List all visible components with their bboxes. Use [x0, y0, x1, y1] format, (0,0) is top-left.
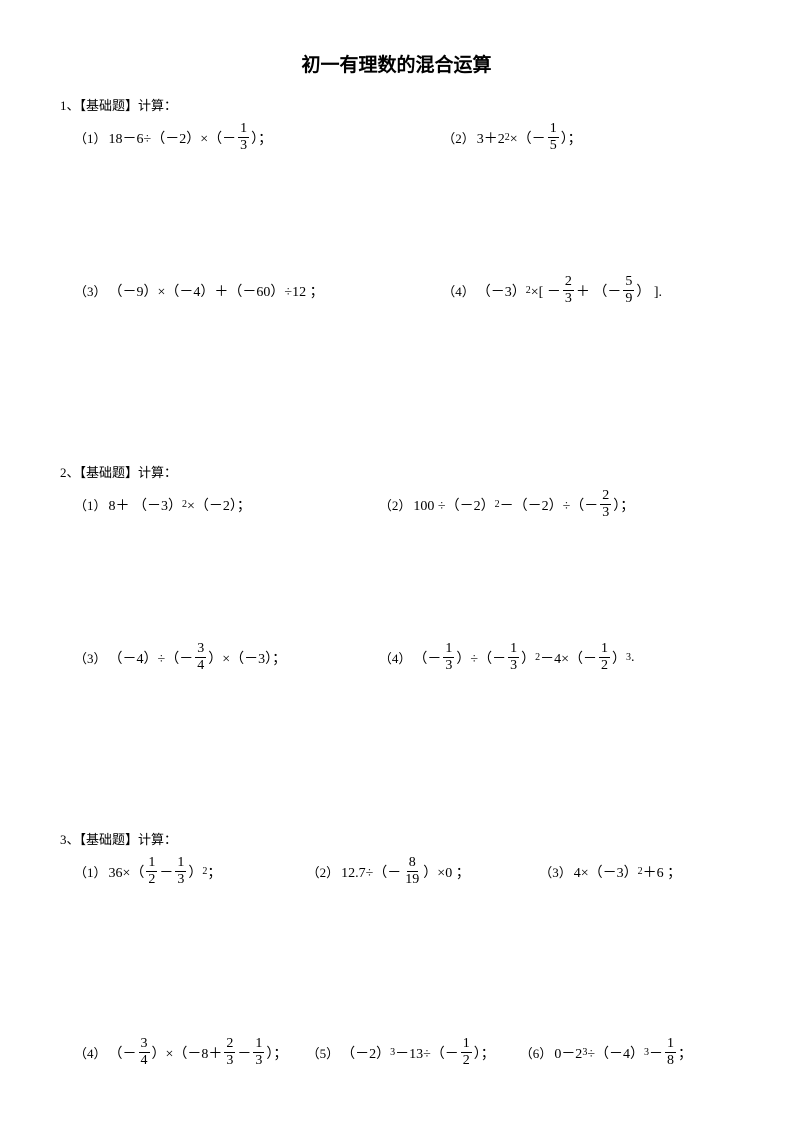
vertical-gap: [60, 532, 733, 642]
fraction: 15: [548, 122, 559, 153]
problem: （4）（－34）×（－8＋23－13）；: [74, 1037, 307, 1068]
math-expression: 12.7÷（－819）×0 ；: [341, 856, 470, 887]
page-title: 初一有理数的混合运算: [60, 50, 733, 77]
fraction: 23: [224, 1037, 235, 1068]
problem-number: （2）: [307, 862, 340, 881]
problem: （3）4×（－3）2＋6 ；: [539, 856, 733, 887]
fraction: 13: [253, 1037, 264, 1068]
problem: （3）（－9）×（－4）＋（－60）÷12 ；: [74, 275, 442, 306]
problem-number: （6）: [520, 1043, 553, 1062]
fraction: 18: [665, 1037, 676, 1068]
worksheet-page: 初一有理数的混合运算 1、【基础题】计算：（1）18－6÷（－2）×（－13）；…: [0, 0, 793, 1122]
fraction: 13: [443, 642, 454, 673]
fraction: 13: [238, 122, 249, 153]
vertical-gap: [60, 899, 733, 1037]
problem-number: （2）: [379, 495, 412, 514]
vertical-gap: [60, 165, 733, 275]
problem: （1）18－6÷（－2）×（－13）；: [74, 122, 442, 153]
problems-row: （1）8＋ （－3）2 ×（－2）；（2）100 ÷（－2）2－（－2）÷（－2…: [60, 489, 733, 520]
math-expression: （－9）×（－4）＋（－60）÷12 ；: [109, 281, 324, 301]
problem: （2）12.7÷（－819）×0 ；: [307, 856, 540, 887]
math-expression: （－2）3－13÷（－12）；: [341, 1037, 495, 1068]
fraction: 12: [146, 856, 157, 887]
content-area: 1、【基础题】计算：（1）18－6÷（－2）×（－13）；（2）3＋22 ×（－…: [60, 95, 733, 1068]
problem: （4）（－3）2 ×[ －23＋ （－59） ].: [442, 275, 733, 306]
problem-number: （5）: [307, 1043, 340, 1062]
fraction: 34: [139, 1037, 150, 1068]
problems-row: （3）（－4）÷（－34）×（－3）；（4）（－13）÷（－13）2－4×（－1…: [60, 642, 733, 673]
fraction: 12: [599, 642, 610, 673]
problem-number: （1）: [74, 495, 107, 514]
fraction: 23: [600, 489, 611, 520]
fraction: 819: [403, 856, 421, 887]
math-expression: （－34）×（－8＋23－13）；: [109, 1037, 288, 1068]
problem: （1）36×（12－13）2 ；: [74, 856, 307, 887]
problems-row: （3）（－9）×（－4）＋（－60）÷12 ；（4）（－3）2 ×[ －23＋ …: [60, 275, 733, 306]
math-expression: （－4）÷（－34）×（－3）；: [109, 642, 287, 673]
problem-number: （4）: [74, 1043, 107, 1062]
math-expression: 0－23 ÷（－4）3 －18；: [554, 1037, 692, 1068]
section-header: 1、【基础题】计算：: [60, 95, 733, 114]
problem-number: （4）: [379, 648, 412, 667]
problem-number: （3）: [74, 648, 107, 667]
problem-number: （2）: [442, 128, 475, 147]
fraction: 12: [461, 1037, 472, 1068]
problem: （4）（－13）÷（－13）2－4×（－12）3 .: [379, 642, 733, 673]
problems-row: （1）36×（12－13）2 ；（2）12.7÷（－819）×0 ；（3）4×（…: [60, 856, 733, 887]
math-expression: （－3）2 ×[ －23＋ （－59） ].: [477, 275, 662, 306]
problem: （5）（－2）3－13÷（－12）；: [307, 1037, 520, 1068]
problem-number: （3）: [539, 862, 572, 881]
problem: （2）3＋22 ×（－15）；: [442, 122, 733, 153]
math-expression: 36×（12－13）2 ；: [109, 856, 222, 887]
math-expression: 3＋22 ×（－15）；: [477, 122, 582, 153]
problems-row: （4）（－34）×（－8＋23－13）；（5）（－2）3－13÷（－12）；（6…: [60, 1037, 733, 1068]
problem: （3）（－4）÷（－34）×（－3）；: [74, 642, 379, 673]
problem: （6）0－23 ÷（－4）3 －18；: [520, 1037, 733, 1068]
problem-number: （4）: [442, 281, 475, 300]
fraction: 13: [508, 642, 519, 673]
math-expression: 18－6÷（－2）×（－13）；: [109, 122, 273, 153]
problem-number: （1）: [74, 128, 107, 147]
section-header: 3、【基础题】计算：: [60, 829, 733, 848]
section-header: 2、【基础题】计算：: [60, 462, 733, 481]
problem-number: （3）: [74, 281, 107, 300]
problem-number: （1）: [74, 862, 107, 881]
problems-row: （1）18－6÷（－2）×（－13）；（2）3＋22 ×（－15）；: [60, 122, 733, 153]
math-expression: （－13）÷（－13）2－4×（－12）3 .: [413, 642, 634, 673]
fraction: 23: [563, 275, 574, 306]
vertical-gap: [60, 318, 733, 456]
math-expression: 8＋ （－3）2 ×（－2）；: [109, 495, 251, 515]
fraction: 34: [195, 642, 206, 673]
vertical-gap: [60, 685, 733, 823]
problem: （2）100 ÷（－2）2－（－2）÷（－23）；: [379, 489, 733, 520]
problem: （1）8＋ （－3）2 ×（－2）；: [74, 489, 379, 520]
math-expression: 4×（－3）2＋6 ；: [574, 862, 681, 882]
fraction: 13: [175, 856, 186, 887]
math-expression: 100 ÷（－2）2－（－2）÷（－23）；: [413, 489, 634, 520]
fraction: 59: [623, 275, 634, 306]
